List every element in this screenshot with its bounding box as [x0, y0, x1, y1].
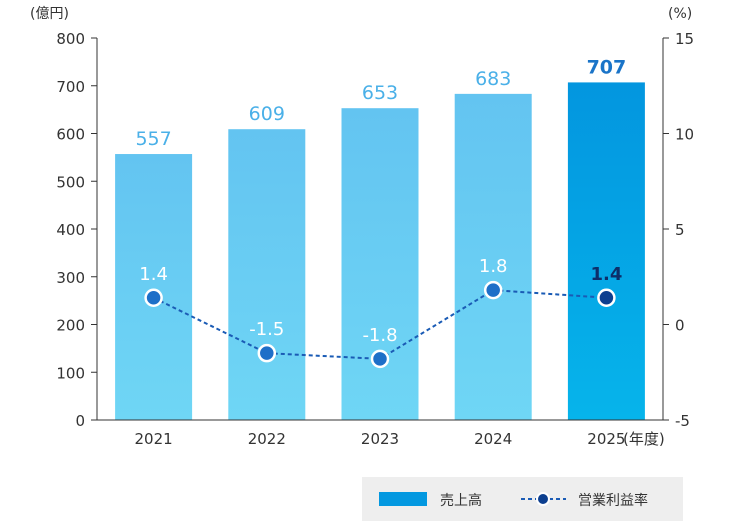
line-point-2021 [144, 288, 163, 308]
right-tick-label: 0 [675, 317, 685, 335]
left-axis-unit: (億円) [30, 6, 69, 22]
left-tick-label: 500 [56, 173, 85, 191]
x-tick-label: 2022 [248, 430, 286, 448]
x-axis: 2021 2022 2023 2024 2025 [135, 430, 626, 448]
line-value-label: 1.4 [590, 264, 622, 285]
labels-layer: 557 609 653 683 707 1.4 -1.5 -1.8 1.8 1.4 [135, 56, 626, 345]
bar-2025 [567, 82, 645, 420]
x-tick-label: 2023 [361, 430, 399, 448]
left-tick-label: 400 [56, 221, 85, 239]
line-point-2024 [483, 280, 503, 300]
left-tick-label: 200 [56, 317, 85, 335]
line-value-label: 1.8 [479, 256, 508, 277]
bar-value-label: 683 [475, 68, 511, 90]
right-axis: -5 0 5 10 15 [663, 30, 694, 430]
left-tick-label: 600 [56, 126, 85, 144]
legend-bar-swatch [379, 492, 427, 506]
x-tick-label: 2024 [474, 430, 512, 448]
line-value-label: -1.8 [362, 325, 397, 346]
left-tick-label: 700 [56, 78, 85, 96]
bar-value-label: 609 [249, 103, 285, 125]
right-tick-label: -5 [675, 412, 690, 430]
line-value-label: 1.4 [139, 264, 168, 285]
left-axis: 0 100 200 300 400 500 600 700 800 [56, 30, 97, 430]
bar-value-label: 557 [135, 128, 171, 150]
legend: 売上高 営業利益率 [362, 477, 683, 521]
line-layer [144, 280, 616, 369]
left-tick-label: 0 [75, 412, 85, 430]
x-tick-label: 2025 [587, 430, 625, 448]
right-tick-label: 15 [675, 30, 694, 48]
legend-bar-label: 売上高 [440, 492, 482, 509]
line-point-2025 [597, 288, 616, 308]
bar-2021 [115, 154, 193, 420]
right-axis-unit: (%) [668, 6, 692, 22]
bar-value-label: 653 [362, 82, 398, 104]
bar-value-label: 707 [587, 56, 627, 78]
x-axis-unit: (年度) [623, 430, 665, 448]
line-point-2023 [370, 349, 390, 369]
legend-line-marker [536, 492, 550, 506]
line-value-label: -1.5 [249, 319, 284, 340]
left-tick-label: 100 [56, 364, 85, 382]
bar-2023 [341, 108, 419, 420]
bars-layer [115, 82, 645, 421]
bar-2022 [228, 129, 306, 420]
right-tick-label: 10 [675, 126, 694, 144]
bar-2024 [454, 93, 532, 421]
x-tick-label: 2021 [135, 430, 173, 448]
right-tick-label: 5 [675, 221, 685, 239]
line-point-2022 [257, 343, 277, 363]
left-tick-label: 800 [56, 30, 85, 48]
left-tick-label: 300 [56, 269, 85, 287]
legend-line-label: 営業利益率 [578, 492, 648, 509]
